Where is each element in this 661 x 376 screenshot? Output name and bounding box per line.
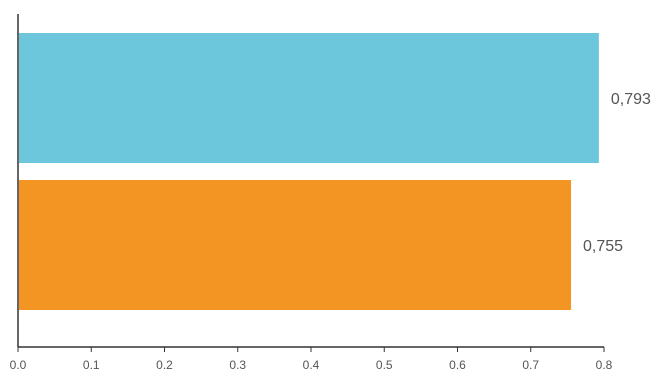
- x-tick-label: 0.1: [83, 358, 100, 372]
- value-label-1: 0,793: [611, 91, 651, 108]
- bars-group: [19, 33, 599, 310]
- x-tick-label: 0.4: [303, 358, 320, 372]
- x-tick-label: 0.8: [596, 358, 613, 372]
- bar-2: [19, 180, 572, 310]
- x-tick-label: 0.7: [522, 358, 539, 372]
- value-labels-group: 0,793 0,755: [583, 91, 651, 255]
- x-ticks-group: 0.0 0.1 0.2 0.3 0.4 0.5 0.6 0.7 0.8: [10, 347, 613, 372]
- x-tick-label: 0.2: [156, 358, 173, 372]
- x-tick-label: 0.5: [376, 358, 393, 372]
- bar-1: [19, 33, 599, 163]
- value-label-2: 0,755: [583, 238, 623, 255]
- x-tick-label: 0.3: [229, 358, 246, 372]
- x-tick-label: 0.0: [10, 358, 27, 372]
- x-tick-label: 0.6: [449, 358, 466, 372]
